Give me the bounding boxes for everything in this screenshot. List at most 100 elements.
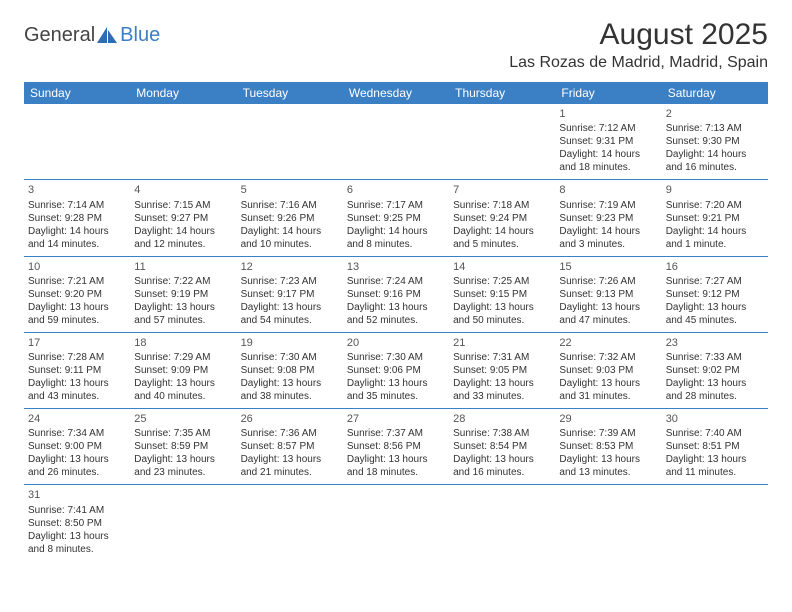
calendar-cell [130, 485, 236, 561]
daylight-text: Daylight: 14 hours and 16 minutes. [666, 148, 764, 174]
sunset-text: Sunset: 9:16 PM [347, 288, 445, 301]
sunrise-text: Sunrise: 7:36 AM [241, 427, 339, 440]
sunset-text: Sunset: 9:09 PM [134, 364, 232, 377]
weekday-header: Monday [130, 82, 236, 104]
day-number: 11 [134, 260, 232, 274]
daylight-text: Daylight: 13 hours and 13 minutes. [559, 453, 657, 479]
sunset-text: Sunset: 9:12 PM [666, 288, 764, 301]
calendar-cell: 31Sunrise: 7:41 AMSunset: 8:50 PMDayligh… [24, 485, 130, 561]
sunrise-text: Sunrise: 7:40 AM [666, 427, 764, 440]
weekday-header: Tuesday [237, 82, 343, 104]
calendar-cell [237, 104, 343, 180]
sunrise-text: Sunrise: 7:13 AM [666, 122, 764, 135]
daylight-text: Daylight: 14 hours and 10 minutes. [241, 225, 339, 251]
day-info: Sunrise: 7:30 AMSunset: 9:08 PMDaylight:… [241, 351, 339, 403]
sunrise-text: Sunrise: 7:30 AM [241, 351, 339, 364]
sunset-text: Sunset: 9:00 PM [28, 440, 126, 453]
day-number: 10 [28, 260, 126, 274]
page-header: General Blue August 2025 Las Rozas de Ma… [24, 18, 768, 72]
title-block: August 2025 Las Rozas de Madrid, Madrid,… [509, 18, 768, 72]
day-info: Sunrise: 7:34 AMSunset: 9:00 PMDaylight:… [28, 427, 126, 479]
sunrise-text: Sunrise: 7:34 AM [28, 427, 126, 440]
sunrise-text: Sunrise: 7:14 AM [28, 199, 126, 212]
calendar-cell: 26Sunrise: 7:36 AMSunset: 8:57 PMDayligh… [237, 409, 343, 485]
sunrise-text: Sunrise: 7:16 AM [241, 199, 339, 212]
calendar-cell [130, 104, 236, 180]
day-number: 15 [559, 260, 657, 274]
daylight-text: Daylight: 14 hours and 14 minutes. [28, 225, 126, 251]
day-info: Sunrise: 7:18 AMSunset: 9:24 PMDaylight:… [453, 199, 551, 251]
calendar-cell: 13Sunrise: 7:24 AMSunset: 9:16 PMDayligh… [343, 256, 449, 332]
daylight-text: Daylight: 13 hours and 40 minutes. [134, 377, 232, 403]
brand-general: General [24, 24, 95, 47]
calendar-cell: 10Sunrise: 7:21 AMSunset: 9:20 PMDayligh… [24, 256, 130, 332]
sunrise-text: Sunrise: 7:30 AM [347, 351, 445, 364]
day-info: Sunrise: 7:14 AMSunset: 9:28 PMDaylight:… [28, 199, 126, 251]
calendar-cell [24, 104, 130, 180]
day-info: Sunrise: 7:15 AMSunset: 9:27 PMDaylight:… [134, 199, 232, 251]
brand-logo: General Blue [24, 24, 160, 47]
calendar-cell: 22Sunrise: 7:32 AMSunset: 9:03 PMDayligh… [555, 332, 661, 408]
daylight-text: Daylight: 14 hours and 3 minutes. [559, 225, 657, 251]
day-info: Sunrise: 7:16 AMSunset: 9:26 PMDaylight:… [241, 199, 339, 251]
calendar-row: 1Sunrise: 7:12 AMSunset: 9:31 PMDaylight… [24, 104, 768, 180]
calendar-cell: 6Sunrise: 7:17 AMSunset: 9:25 PMDaylight… [343, 180, 449, 256]
day-number: 4 [134, 183, 232, 197]
sunset-text: Sunset: 9:23 PM [559, 212, 657, 225]
weekday-header: Friday [555, 82, 661, 104]
daylight-text: Daylight: 13 hours and 33 minutes. [453, 377, 551, 403]
day-number: 19 [241, 336, 339, 350]
day-number: 7 [453, 183, 551, 197]
calendar-cell [343, 104, 449, 180]
sunrise-text: Sunrise: 7:20 AM [666, 199, 764, 212]
sunset-text: Sunset: 9:30 PM [666, 135, 764, 148]
day-number: 17 [28, 336, 126, 350]
daylight-text: Daylight: 13 hours and 23 minutes. [134, 453, 232, 479]
sunrise-text: Sunrise: 7:25 AM [453, 275, 551, 288]
sunrise-text: Sunrise: 7:32 AM [559, 351, 657, 364]
day-number: 29 [559, 412, 657, 426]
sunset-text: Sunset: 8:50 PM [28, 517, 126, 530]
daylight-text: Daylight: 14 hours and 12 minutes. [134, 225, 232, 251]
sunrise-text: Sunrise: 7:15 AM [134, 199, 232, 212]
day-number: 18 [134, 336, 232, 350]
daylight-text: Daylight: 13 hours and 45 minutes. [666, 301, 764, 327]
daylight-text: Daylight: 13 hours and 50 minutes. [453, 301, 551, 327]
daylight-text: Daylight: 13 hours and 28 minutes. [666, 377, 764, 403]
day-info: Sunrise: 7:17 AMSunset: 9:25 PMDaylight:… [347, 199, 445, 251]
day-number: 25 [134, 412, 232, 426]
sunrise-text: Sunrise: 7:31 AM [453, 351, 551, 364]
sunset-text: Sunset: 9:06 PM [347, 364, 445, 377]
daylight-text: Daylight: 13 hours and 54 minutes. [241, 301, 339, 327]
day-number: 28 [453, 412, 551, 426]
daylight-text: Daylight: 13 hours and 35 minutes. [347, 377, 445, 403]
calendar-cell: 18Sunrise: 7:29 AMSunset: 9:09 PMDayligh… [130, 332, 236, 408]
calendar-row: 24Sunrise: 7:34 AMSunset: 9:00 PMDayligh… [24, 409, 768, 485]
calendar-body: 1Sunrise: 7:12 AMSunset: 9:31 PMDaylight… [24, 104, 768, 561]
day-info: Sunrise: 7:23 AMSunset: 9:17 PMDaylight:… [241, 275, 339, 327]
daylight-text: Daylight: 13 hours and 26 minutes. [28, 453, 126, 479]
sunset-text: Sunset: 8:54 PM [453, 440, 551, 453]
sunset-text: Sunset: 8:57 PM [241, 440, 339, 453]
sunset-text: Sunset: 9:03 PM [559, 364, 657, 377]
calendar-cell: 29Sunrise: 7:39 AMSunset: 8:53 PMDayligh… [555, 409, 661, 485]
day-number: 5 [241, 183, 339, 197]
brand-blue: Blue [120, 24, 160, 47]
sunrise-text: Sunrise: 7:29 AM [134, 351, 232, 364]
day-info: Sunrise: 7:39 AMSunset: 8:53 PMDaylight:… [559, 427, 657, 479]
sunset-text: Sunset: 9:13 PM [559, 288, 657, 301]
daylight-text: Daylight: 13 hours and 52 minutes. [347, 301, 445, 327]
sunset-text: Sunset: 9:28 PM [28, 212, 126, 225]
day-number: 1 [559, 107, 657, 121]
calendar-row: 10Sunrise: 7:21 AMSunset: 9:20 PMDayligh… [24, 256, 768, 332]
calendar-cell: 30Sunrise: 7:40 AMSunset: 8:51 PMDayligh… [662, 409, 768, 485]
day-number: 13 [347, 260, 445, 274]
sunset-text: Sunset: 9:11 PM [28, 364, 126, 377]
weekday-header: Wednesday [343, 82, 449, 104]
day-number: 30 [666, 412, 764, 426]
calendar-cell: 11Sunrise: 7:22 AMSunset: 9:19 PMDayligh… [130, 256, 236, 332]
daylight-text: Daylight: 13 hours and 8 minutes. [28, 530, 126, 556]
day-number: 12 [241, 260, 339, 274]
sunrise-text: Sunrise: 7:41 AM [28, 504, 126, 517]
sunset-text: Sunset: 9:26 PM [241, 212, 339, 225]
